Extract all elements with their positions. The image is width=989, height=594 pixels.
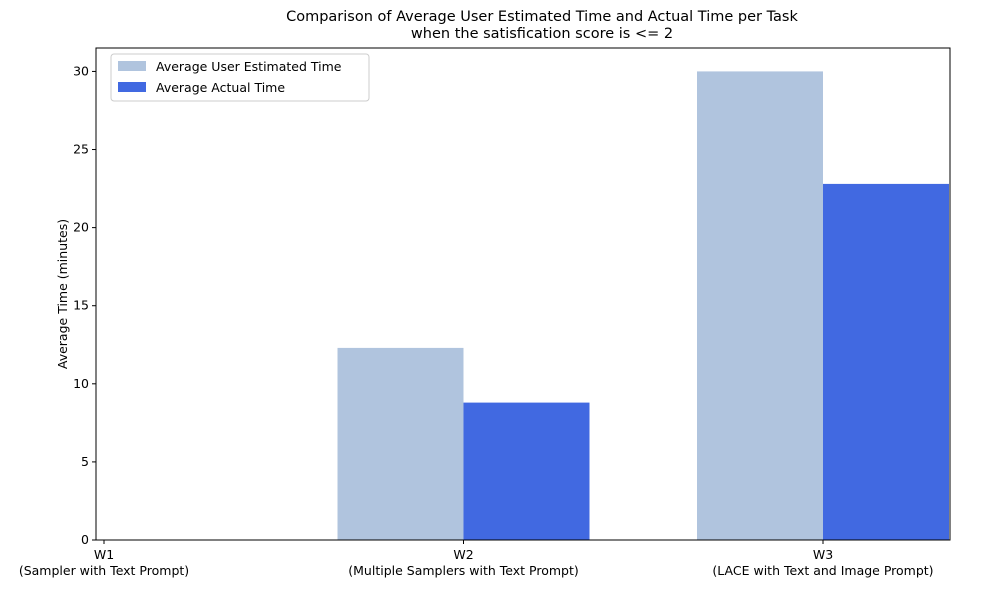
- chart-title-line-1: Comparison of Average User Estimated Tim…: [286, 9, 798, 25]
- y-axis-label: Average Time (minutes): [55, 219, 70, 369]
- bar-w3-series-1: [697, 71, 823, 541]
- y-tick-label: 20: [73, 220, 89, 235]
- y-tick-label: 10: [73, 376, 89, 391]
- legend-swatch-series-2: [118, 82, 146, 92]
- y-tick-label: 15: [73, 298, 89, 313]
- plot-frame: [95, 47, 951, 541]
- y-tick-label: 25: [73, 142, 89, 157]
- chart-title-line-2: when the satisfication score is <= 2: [411, 26, 673, 42]
- x-axis: W1(Sampler with Text Prompt) W2(Multiple …: [19, 540, 934, 578]
- bar-w3-series-2: [823, 183, 949, 540]
- x-tick-label-w1-line-1: W1: [94, 547, 114, 562]
- bar-w2-series-2: [463, 402, 590, 540]
- y-tick-label: 30: [73, 63, 89, 78]
- y-axis: 0 5 10 15 20 25 30: [73, 63, 96, 547]
- x-tick-label-w2-line-2: (Multiple Samplers with Text Prompt): [348, 563, 578, 578]
- legend-label-series-2: Average Actual Time: [156, 80, 285, 95]
- y-tick-label: 0: [81, 532, 89, 547]
- y-tick-label: 5: [81, 454, 89, 469]
- bar-w2-series-1: [337, 347, 464, 540]
- legend: Average User Estimated Time Average Actua…: [110, 53, 370, 102]
- x-tick-label-w3-line-1: W3: [813, 547, 833, 562]
- legend-label-series-1: Average User Estimated Time: [156, 59, 342, 74]
- bars-layer: [337, 71, 949, 541]
- x-tick-label-w3-line-2: (LACE with Text and Image Prompt): [712, 563, 933, 578]
- x-tick-label-w2-line-1: W2: [453, 547, 473, 562]
- legend-box: [110, 53, 370, 102]
- legend-swatch-series-1: [118, 61, 146, 71]
- x-tick-label-w1-line-2: (Sampler with Text Prompt): [19, 563, 189, 578]
